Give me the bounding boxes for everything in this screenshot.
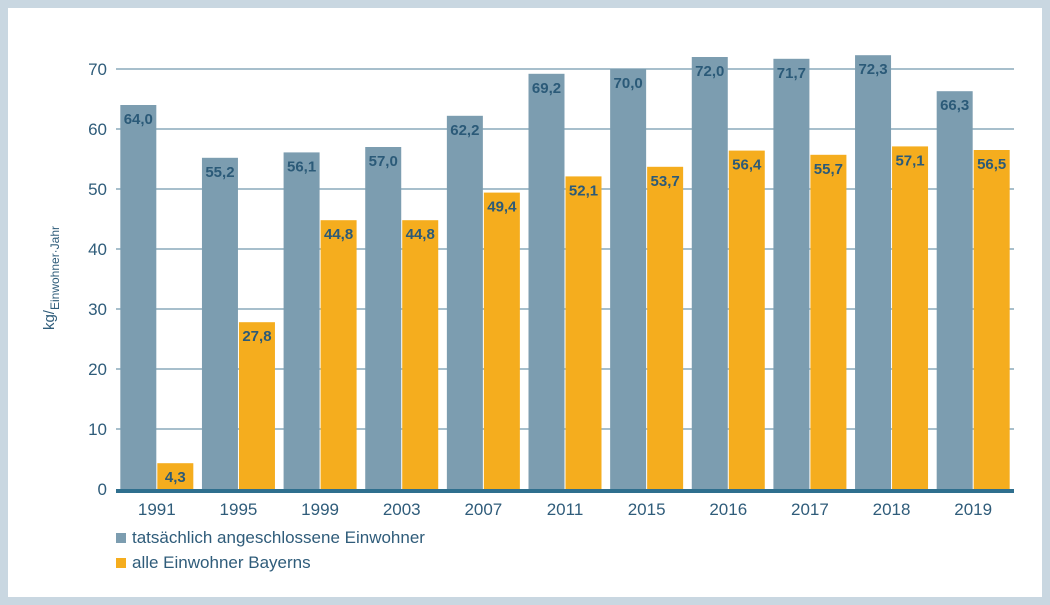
bar bbox=[402, 220, 439, 489]
legend: tatsächlich angeschlossene Einwohner alle… bbox=[116, 528, 425, 572]
bar bbox=[728, 150, 765, 489]
bar bbox=[320, 220, 357, 489]
y-tick-label: 20 bbox=[88, 360, 107, 379]
x-axis-line bbox=[116, 489, 1014, 493]
data-label: 56,4 bbox=[732, 157, 762, 174]
data-labels: 64,0 4,3 55,2 27,8 56,1 44,8 57,0 44,8 62,2 49,4 6… bbox=[124, 61, 1007, 486]
x-tick-label: 1999 bbox=[301, 500, 339, 519]
x-tick-label: 2018 bbox=[873, 500, 911, 519]
bar bbox=[120, 105, 157, 489]
bar bbox=[892, 146, 929, 489]
chart-frame: 64,0 4,3 55,2 27,8 56,1 44,8 57,0 44,8 62,2 49,4 6… bbox=[8, 8, 1042, 597]
bar bbox=[483, 192, 520, 489]
data-label: 69,2 bbox=[532, 80, 561, 97]
data-label: 66,3 bbox=[940, 97, 969, 114]
bar bbox=[446, 115, 483, 490]
x-tick-label: 2017 bbox=[791, 500, 829, 519]
data-label: 64,0 bbox=[124, 111, 153, 128]
x-tick-label: 2011 bbox=[547, 500, 584, 519]
data-label: 56,5 bbox=[977, 156, 1006, 173]
data-label: 70,0 bbox=[614, 75, 643, 92]
x-tick-label: 1991 bbox=[138, 500, 176, 519]
bar-chart: 64,0 4,3 55,2 27,8 56,1 44,8 57,0 44,8 62,2 49,4 6… bbox=[41, 55, 1014, 572]
data-label: 72,0 bbox=[695, 63, 724, 80]
data-label: 71,7 bbox=[777, 65, 806, 82]
x-tick-label: 2015 bbox=[628, 500, 666, 519]
data-label: 72,3 bbox=[858, 61, 887, 78]
y-tick-label: 60 bbox=[88, 120, 107, 139]
y-axis-label-sub: Einwohner·Jahr bbox=[48, 226, 62, 310]
x-tick-label: 2003 bbox=[383, 500, 421, 519]
data-label: 53,7 bbox=[651, 173, 680, 190]
legend-swatch bbox=[116, 533, 126, 543]
bar bbox=[647, 166, 684, 490]
data-label: 27,8 bbox=[242, 328, 271, 345]
bar bbox=[610, 69, 647, 489]
x-tick-label: 2007 bbox=[464, 500, 502, 519]
bars bbox=[120, 55, 1010, 490]
x-tick-label: 1995 bbox=[220, 500, 258, 519]
data-label: 57,0 bbox=[369, 153, 398, 170]
bar bbox=[238, 322, 275, 489]
bar bbox=[936, 91, 973, 489]
bar bbox=[691, 57, 728, 489]
axis-ticks: 0 10 20 30 40 50 60 70 1991 1995 1999 2003 2007 2011 2… bbox=[88, 60, 1014, 519]
data-label: 44,8 bbox=[324, 226, 353, 243]
bar bbox=[201, 157, 238, 490]
data-label: 55,2 bbox=[205, 164, 234, 181]
bar bbox=[810, 154, 847, 490]
bar bbox=[528, 73, 565, 490]
legend-label: alle Einwohner Bayerns bbox=[132, 553, 311, 572]
data-label: 49,4 bbox=[487, 199, 517, 216]
data-label: 62,2 bbox=[450, 122, 479, 139]
y-axis-label-main: kg/ bbox=[41, 309, 58, 330]
bar bbox=[973, 150, 1010, 489]
x-tick-label: 2019 bbox=[954, 500, 992, 519]
data-label: 44,8 bbox=[406, 226, 435, 243]
bar bbox=[565, 176, 602, 489]
data-label: 4,3 bbox=[165, 469, 186, 486]
data-label: 57,1 bbox=[895, 152, 924, 169]
bar bbox=[157, 463, 194, 489]
legend-label: tatsächlich angeschlossene Einwohner bbox=[132, 528, 425, 547]
bar bbox=[365, 147, 402, 489]
y-tick-label: 70 bbox=[88, 60, 107, 79]
bar bbox=[773, 58, 810, 490]
legend-swatch bbox=[116, 558, 126, 568]
bar bbox=[283, 152, 320, 489]
data-label: 56,1 bbox=[287, 158, 316, 175]
y-tick-label: 30 bbox=[88, 300, 107, 319]
data-label: 55,7 bbox=[814, 161, 843, 178]
y-tick-label: 0 bbox=[98, 480, 107, 499]
y-tick-label: 40 bbox=[88, 240, 107, 259]
y-axis-label: kg/Einwohner·Jahr bbox=[41, 226, 62, 330]
y-tick-label: 10 bbox=[88, 420, 107, 439]
bar bbox=[855, 55, 892, 489]
x-tick-label: 2016 bbox=[709, 500, 747, 519]
data-label: 52,1 bbox=[569, 182, 598, 199]
y-tick-label: 50 bbox=[88, 180, 107, 199]
